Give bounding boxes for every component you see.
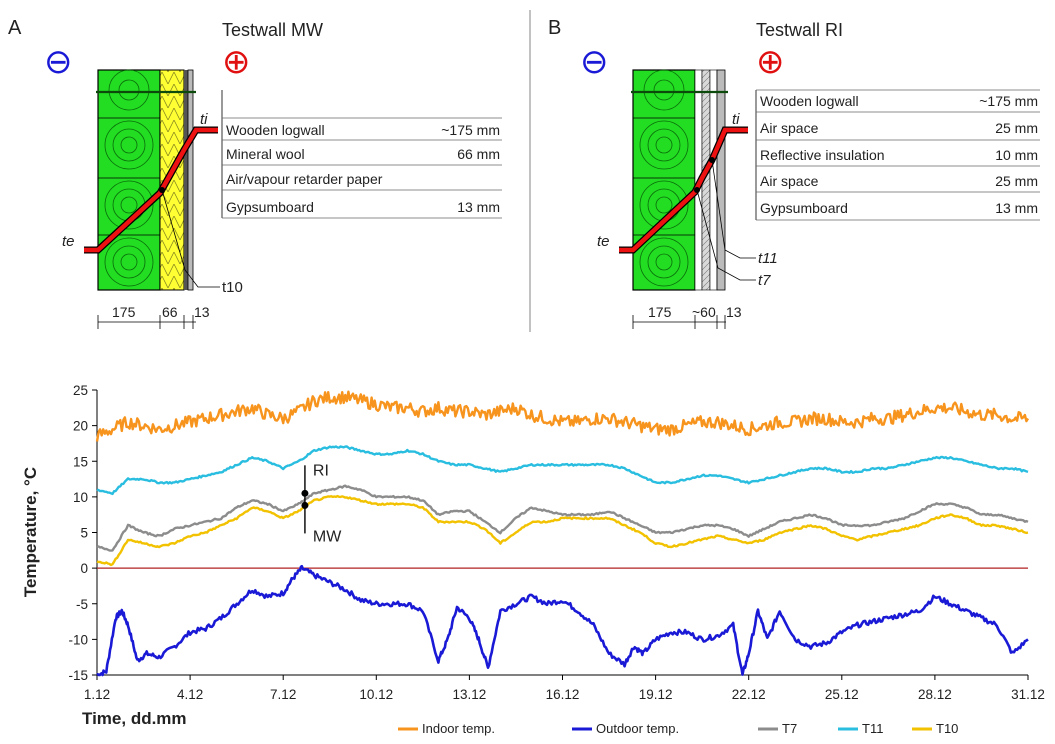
panel-b-sensor-t11: t11 xyxy=(758,250,778,267)
y-tick-label: 25 xyxy=(73,383,88,398)
panel-b-layer-name: Reflective insulation xyxy=(760,147,885,163)
panel-a-layer-name: Gypsumboard xyxy=(226,199,314,215)
y-tick-label: -10 xyxy=(68,632,88,647)
panel-b-layer-thickness: 25 mm xyxy=(995,173,1038,189)
x-tick-label: 31.12 xyxy=(1011,687,1045,702)
panel-a-layer-table: Wooden logwall ~175 mm Mineral wool 66 m… xyxy=(221,90,502,219)
panel-b-minus-icon: ⊖ xyxy=(580,43,609,81)
panel-b-label-ti: ti xyxy=(732,111,740,128)
panel-a-label-te: te xyxy=(62,233,75,250)
series-layer xyxy=(95,390,1030,677)
panel-a-layer-thickness: 13 mm xyxy=(457,199,500,215)
panel-a-label-ti: ti xyxy=(200,111,208,128)
panel-b-layer-thickness: 13 mm xyxy=(995,200,1038,216)
y-tick-label: 0 xyxy=(80,561,88,576)
panel-a-log-rings xyxy=(104,69,154,287)
panel-b-label-te: te xyxy=(597,233,610,250)
panel-b-layer-name: Air space xyxy=(760,120,819,136)
annotation-layer: RI MW xyxy=(301,462,342,545)
x-tick-label: 16.12 xyxy=(546,687,580,702)
x-tick-label: 19.12 xyxy=(639,687,673,702)
panel-b-wall-diagram: B Testwall RI ⊖ ⊕ te ti t11 t7 xyxy=(548,17,1040,329)
panel-b-log-rings xyxy=(639,69,689,287)
y-tick-label: 15 xyxy=(73,454,88,469)
x-axis-label: Time, dd.mm xyxy=(82,709,187,728)
panel-a-temperature-profile xyxy=(84,127,218,253)
panel-b-layer-thickness: 10 mm xyxy=(995,147,1038,163)
annotation-label-ri: RI xyxy=(313,462,329,479)
legend-label: Indoor temp. xyxy=(422,721,495,736)
panel-b-dim-logwall: 175 xyxy=(648,304,672,320)
y-tick-label: -15 xyxy=(68,668,88,683)
panel-a-title: Testwall MW xyxy=(222,20,323,40)
legend-label: T10 xyxy=(936,721,958,736)
panel-a-logwall xyxy=(97,69,161,291)
series-line-t7 xyxy=(96,484,1029,552)
y-tick-label: 5 xyxy=(80,526,88,541)
panel-b-dimensions: 175 ~60 13 xyxy=(632,304,742,329)
panel-a-layer-name: Mineral wool xyxy=(226,146,305,162)
y-axis-ticks: -15 -10 -5 0 5 10 15 20 25 xyxy=(68,383,97,683)
legend-label: T7 xyxy=(782,721,797,736)
panel-b-layer-name: Air space xyxy=(760,173,819,189)
y-tick-label: 20 xyxy=(73,419,88,434)
series-line-t11 xyxy=(96,445,1029,496)
panel-b-layer-thickness: ~175 mm xyxy=(979,93,1038,109)
panel-a-dimensions: 175 66 13 xyxy=(97,304,210,329)
x-tick-label: 7.12 xyxy=(270,687,296,702)
panel-b-layer-thickness: 25 mm xyxy=(995,120,1038,136)
panel-a-dim-logwall: 175 xyxy=(112,304,136,320)
panel-a-layer-name: Wooden logwall xyxy=(226,122,325,138)
panel-a-dim-wool: 66 xyxy=(162,304,178,320)
panel-b-temperature-profile xyxy=(619,127,748,253)
x-tick-label: 1.12 xyxy=(84,687,110,702)
series-line-outdoor-temp xyxy=(96,564,1029,677)
series-line-t10 xyxy=(96,494,1029,567)
x-tick-label: 13.12 xyxy=(453,687,487,702)
y-axis-label: Temperature, °C xyxy=(21,467,40,597)
x-tick-label: 10.12 xyxy=(359,687,393,702)
x-axis-ticks: 1.12 4.12 7.12 10.12 13.12 16.12 19.12 22.12 25.… xyxy=(84,675,1045,702)
y-tick-label: 10 xyxy=(73,490,88,505)
panel-b-layer-name: Gypsumboard xyxy=(760,200,848,216)
panel-a-plus-icon: ⊕ xyxy=(222,43,251,81)
panel-a-layer-thickness: ~175 mm xyxy=(441,122,500,138)
legend: Indoor temp. Outdoor temp. T7 T11 T10 xyxy=(398,721,958,736)
panel-a-gypsumboard xyxy=(187,69,194,291)
panel-a-retarder-paper xyxy=(184,70,188,290)
panel-a-wall-diagram: A Testwall MW ⊖ ⊕ te ti t10 xyxy=(8,17,502,329)
annotation-marker-ri xyxy=(301,489,309,497)
panel-b-title: Testwall RI xyxy=(756,20,843,40)
panel-b-sensor-t7: t7 xyxy=(758,272,771,289)
temperature-chart: -15 -10 -5 0 5 10 15 20 25 1.12 4.12 7.12 10.12 13.1… xyxy=(21,383,1045,736)
annotation-label-mw: MW xyxy=(313,528,342,545)
panel-b-plus-icon: ⊕ xyxy=(756,43,785,81)
x-tick-label: 25.12 xyxy=(825,687,859,702)
panel-b-layer-name: Wooden logwall xyxy=(760,93,859,109)
series-line-indoor-temp xyxy=(95,390,1030,442)
panel-a-layer-thickness: 66 mm xyxy=(457,146,500,162)
panel-a-layer-name: Air/vapour retarder paper xyxy=(226,171,383,187)
panel-b-air-space-inner xyxy=(709,69,718,291)
panel-b-dim-gypsum: 13 xyxy=(726,304,742,320)
panel-b-gypsumboard xyxy=(716,69,726,291)
panel-a-dim-gypsum: 13 xyxy=(194,304,210,320)
panel-a-sensor-t10: t10 xyxy=(222,279,243,296)
panel-b-layer-table: Wooden logwall ~175 mm Air space 25 mm R… xyxy=(755,89,1040,221)
legend-label: T11 xyxy=(862,721,883,736)
panel-b-logwall xyxy=(632,69,696,291)
x-tick-label: 28.12 xyxy=(918,687,952,702)
x-tick-label: 4.12 xyxy=(177,687,203,702)
annotation-marker-mw xyxy=(301,501,309,509)
x-tick-label: 22.12 xyxy=(732,687,766,702)
y-tick-label: -5 xyxy=(76,597,88,612)
panel-a-minus-icon: ⊖ xyxy=(44,43,73,81)
legend-label: Outdoor temp. xyxy=(596,721,679,736)
panel-b-dim-airgap: ~60 xyxy=(692,304,716,320)
panel-a-letter: A xyxy=(8,17,22,39)
panel-b-letter: B xyxy=(548,17,561,39)
